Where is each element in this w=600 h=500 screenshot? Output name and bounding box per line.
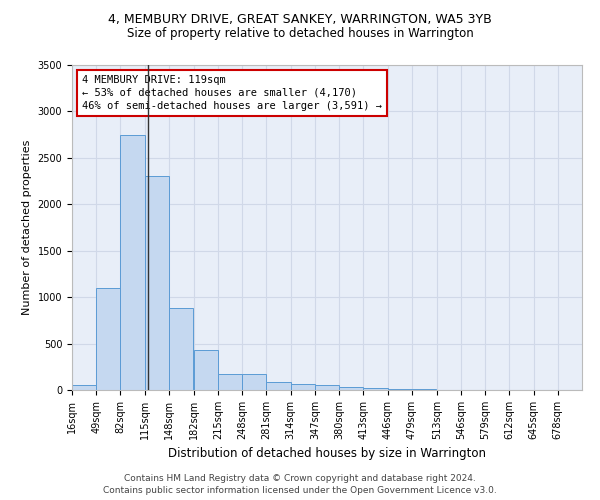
Bar (169, 308, 193, 390)
Bar (242, 374, 266, 390)
Bar (388, 389, 412, 390)
Text: 4, MEMBURY DRIVE, GREAT SANKEY, WARRINGTON, WA5 3YB: 4, MEMBURY DRIVE, GREAT SANKEY, WARRINGT… (108, 12, 492, 26)
Bar (145, 176, 169, 390)
Bar (315, 386, 339, 390)
Bar (364, 388, 388, 390)
Bar (194, 350, 218, 390)
Text: Contains HM Land Registry data © Crown copyright and database right 2024.
Contai: Contains HM Land Registry data © Crown c… (103, 474, 497, 495)
Bar (266, 382, 290, 390)
Bar (121, 134, 145, 390)
Text: Size of property relative to detached houses in Warrington: Size of property relative to detached ho… (127, 28, 473, 40)
Bar (96, 288, 121, 390)
Bar (290, 384, 315, 390)
Bar (218, 374, 242, 390)
Bar (72, 386, 96, 390)
X-axis label: Distribution of detached houses by size in Warrington: Distribution of detached houses by size … (168, 448, 486, 460)
Y-axis label: Number of detached properties: Number of detached properties (22, 140, 32, 315)
Text: 4 MEMBURY DRIVE: 119sqm
← 53% of detached houses are smaller (4,170)
46% of semi: 4 MEMBURY DRIVE: 119sqm ← 53% of detache… (82, 74, 382, 111)
Bar (339, 387, 364, 390)
